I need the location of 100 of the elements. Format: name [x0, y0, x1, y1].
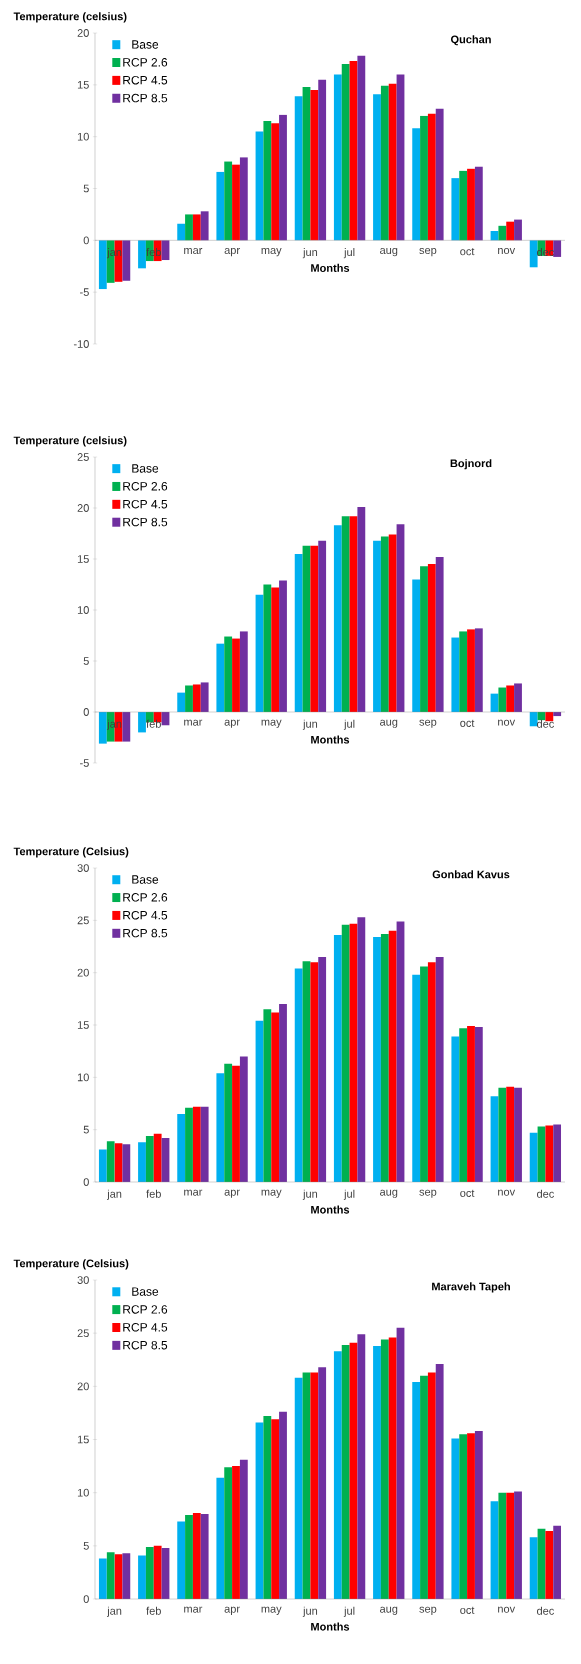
x-tick-label: may [261, 1606, 282, 1615]
bar [294, 968, 303, 1183]
bar [232, 1466, 240, 1600]
bar [373, 1345, 381, 1600]
x-tick-label: jun [302, 1189, 318, 1200]
bar [177, 1113, 186, 1183]
bar [553, 1124, 562, 1183]
legend-label: RCP 4.5 [123, 499, 168, 509]
y-tick-label: 20 [77, 1382, 89, 1391]
bar [333, 935, 342, 1183]
bar [388, 534, 397, 713]
bar [153, 1545, 162, 1600]
bar [459, 1028, 468, 1183]
bar [200, 211, 209, 241]
y-tick-label: 5 [83, 184, 89, 193]
legend-label: RCP 4.5 [123, 75, 168, 85]
bar [373, 540, 381, 713]
bar [514, 683, 522, 713]
x-tick-label: aug [380, 1606, 398, 1615]
bar [98, 712, 107, 744]
bar [271, 1012, 280, 1183]
y-tick-label: 0 [83, 708, 89, 716]
bar [435, 956, 444, 1183]
y-tick-label: -5 [80, 288, 89, 297]
bar [239, 1459, 248, 1600]
bar [232, 638, 240, 713]
bar [474, 1431, 483, 1600]
y-tick-label: 25 [77, 916, 89, 925]
bar [545, 1530, 554, 1600]
bar [318, 956, 327, 1183]
bar [185, 1107, 193, 1183]
bar [318, 1367, 327, 1600]
x-tick-label: jun [302, 248, 318, 259]
bar [98, 1149, 107, 1183]
bar [529, 1132, 538, 1183]
y-axis-title: Temperature (celsius) [13, 12, 127, 23]
y-tick-label: 10 [77, 606, 89, 614]
chart-title: Gonbad Kavus [432, 870, 510, 879]
x-tick-label: feb [146, 1606, 161, 1615]
bar [474, 1027, 483, 1183]
bar [506, 1086, 515, 1183]
y-tick-label: 15 [77, 81, 89, 89]
legend-label: Base [132, 1287, 159, 1296]
x-axis-title: Months [311, 263, 350, 272]
bar [553, 240, 562, 257]
bar [271, 1419, 280, 1600]
x-tick-label: may [261, 719, 282, 728]
x-tick-label: dec [537, 248, 554, 257]
bar [467, 1026, 475, 1183]
x-tick-label: aug [380, 248, 398, 257]
bar [498, 225, 507, 241]
x-tick-label: jan [106, 1606, 122, 1617]
bar [216, 1073, 225, 1183]
x-axis-title: Months [311, 1205, 350, 1214]
x-tick-label: sep [419, 719, 437, 728]
x-tick-label: feb [146, 248, 161, 257]
bar [388, 83, 397, 241]
bar [122, 712, 131, 742]
bar [435, 1364, 444, 1600]
bar [271, 123, 280, 241]
y-tick-label: -5 [80, 759, 89, 767]
x-tick-label: jun [302, 719, 318, 730]
bar [271, 587, 280, 713]
bar [459, 170, 468, 241]
bar [427, 1372, 436, 1600]
chart-title: Quchan [450, 35, 491, 46]
bar [467, 629, 475, 713]
bar [192, 214, 201, 241]
bar [451, 637, 460, 713]
legend-label: RCP 8.5 [123, 928, 168, 938]
bar [341, 64, 350, 241]
bar [420, 566, 428, 713]
bar [514, 1087, 522, 1183]
bar [380, 1339, 389, 1600]
y-tick-label: 5 [83, 1542, 89, 1550]
bar [153, 1133, 162, 1183]
bar [498, 687, 507, 713]
bar [412, 579, 421, 713]
bar [279, 1411, 287, 1600]
x-axis-title: Months [311, 1622, 350, 1631]
bar [388, 1337, 397, 1600]
bar [232, 164, 240, 241]
x-tick-label: nov [498, 719, 516, 726]
bar [529, 240, 538, 268]
bar [388, 930, 397, 1183]
y-tick-label: 15 [77, 1435, 89, 1444]
bar [192, 684, 201, 713]
bar [506, 685, 515, 713]
y-tick-label: 20 [77, 968, 89, 977]
legend-label: RCP 2.6 [123, 58, 168, 67]
bar [200, 1513, 209, 1600]
bar [263, 1416, 272, 1600]
bar [467, 168, 475, 241]
bar [224, 1063, 233, 1183]
bar [373, 94, 381, 241]
bar [216, 171, 225, 241]
x-tick-label: dec [537, 1189, 554, 1198]
x-tick-label: jul [343, 1189, 355, 1200]
bar [192, 1106, 201, 1183]
x-tick-label: apr [224, 1189, 240, 1198]
